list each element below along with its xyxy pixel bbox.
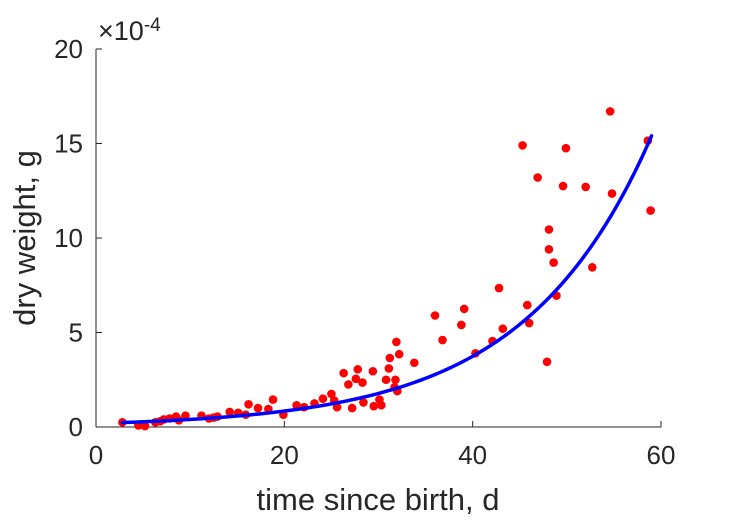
data-point [430, 311, 440, 320]
y-axis-multiplier-base: ×10 [98, 16, 144, 46]
data-point [358, 378, 367, 387]
data-point [369, 401, 379, 411]
data-point [351, 374, 361, 384]
y-axis-label: dry weight, g [7, 150, 42, 326]
data-point [558, 181, 568, 191]
data-point [344, 380, 353, 389]
y-tick-label: 0 [69, 412, 83, 442]
data-point [544, 245, 554, 254]
data-point [385, 353, 395, 363]
data-point [392, 337, 401, 347]
data-point [607, 189, 617, 198]
data-point [438, 335, 447, 345]
data-point [518, 141, 527, 150]
data-point [533, 173, 542, 182]
x-axis-label: time since birth, d [257, 482, 500, 517]
data-point [384, 364, 394, 373]
fit-curve [120, 134, 654, 425]
data-point [561, 143, 571, 153]
series-layer [118, 107, 655, 431]
data-point [457, 320, 466, 330]
x-tick-label: 40 [458, 440, 487, 470]
data-point [549, 258, 558, 267]
plot-area: 0 20 40 60 0 5 10 15 20 [54, 34, 675, 470]
data-point [381, 375, 391, 385]
data-point [394, 349, 404, 359]
data-point [605, 107, 615, 116]
y-axis-multiplier-exponent: -4 [144, 15, 161, 36]
data-point [253, 403, 263, 413]
data-point [409, 358, 419, 368]
data-point [524, 318, 534, 328]
data-point [646, 206, 655, 215]
y-tick-label: 20 [54, 34, 83, 64]
tick-labels: 0 20 40 60 0 5 10 15 20 [54, 34, 675, 470]
data-point [140, 421, 150, 431]
data-point [359, 398, 368, 407]
data-point [181, 411, 190, 420]
data-point [522, 300, 532, 310]
data-point [244, 400, 253, 409]
data-point [542, 357, 552, 367]
data-point [318, 394, 328, 403]
data-point [327, 389, 336, 399]
data-point [225, 407, 235, 417]
data-point [544, 225, 554, 234]
data-point [581, 182, 590, 192]
data-point [459, 304, 469, 314]
y-tick-label: 15 [54, 129, 83, 159]
data-point [347, 403, 357, 413]
data-point [268, 395, 278, 404]
data-point [353, 365, 363, 374]
data-point [391, 375, 400, 385]
axis-ticks [95, 48, 662, 428]
x-tick-label: 0 [89, 440, 103, 470]
x-tick-label: 60 [647, 440, 676, 470]
y-axis-multiplier: ×10-4 [98, 15, 161, 46]
data-point [368, 366, 378, 376]
data-point [339, 368, 348, 378]
y-tick-label: 5 [69, 318, 83, 348]
data-point [377, 400, 386, 410]
data-point [494, 283, 504, 293]
x-tick-label: 20 [270, 440, 299, 470]
data-point [498, 324, 508, 334]
data-point [587, 262, 597, 272]
y-tick-label: 10 [54, 223, 83, 253]
